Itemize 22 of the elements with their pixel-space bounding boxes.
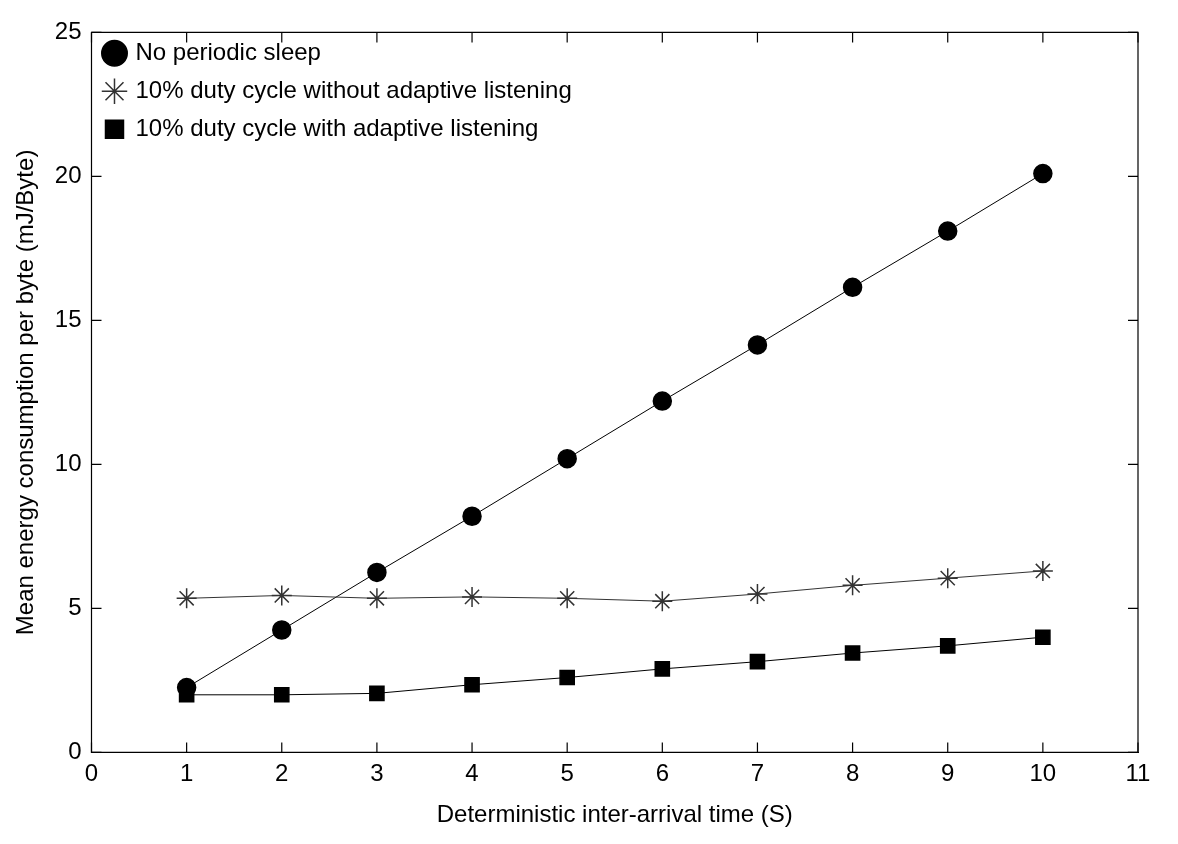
x-tick-label: 8	[845, 759, 860, 787]
y-axis-title: Mean energy consumption per byte (mJ/Byte)	[11, 149, 39, 636]
y-tick-label: 25	[54, 17, 82, 45]
legend-label: 10% duty cycle without adaptive listening	[135, 75, 572, 103]
x-tick-label: 9	[941, 759, 955, 787]
x-tick-label: 1	[179, 759, 194, 787]
legend-label: No periodic sleep	[135, 37, 321, 65]
x-tick-label: 2	[275, 759, 289, 787]
x-tick-label: 7	[750, 759, 765, 787]
x-tick-label: 5	[560, 759, 574, 787]
x-tick-label: 10	[1029, 759, 1057, 787]
y-tick-label: 15	[54, 305, 82, 333]
y-tick-label: 20	[54, 161, 82, 189]
x-tick-label: 11	[1125, 759, 1151, 787]
y-tick-label: 10	[54, 449, 82, 477]
y-tick-label: 0	[68, 737, 82, 765]
x-tick-label: 6	[655, 759, 669, 787]
x-tick-label: 4	[465, 759, 479, 787]
x-axis-title: Deterministic inter-arrival time (S)	[436, 800, 793, 828]
x-tick-label: 3	[370, 759, 384, 787]
y-tick-label: 5	[68, 593, 82, 621]
legend-label: 10% duty cycle with adaptive listening	[135, 113, 539, 141]
